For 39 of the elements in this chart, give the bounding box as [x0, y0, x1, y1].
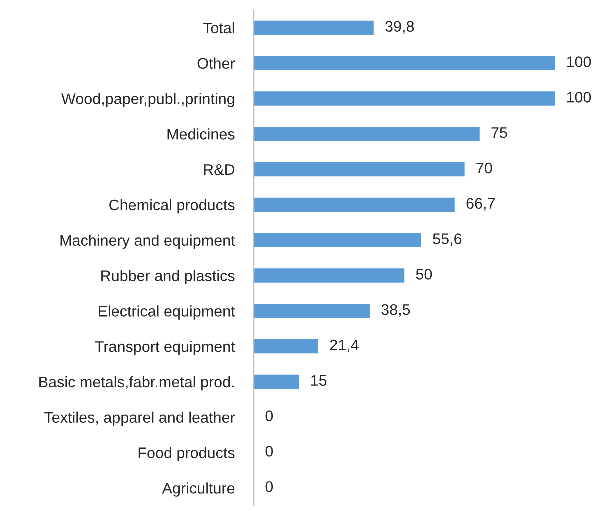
data-label: 0 [266, 481, 274, 492]
y-tick-label: Basic metals,fabr.metal prod. [40, 376, 234, 391]
y-tick-label: Medicines [168, 128, 235, 140]
y-tick-label: Agriculture [162, 482, 235, 497]
data-label: 21,4 [330, 340, 359, 352]
bar [254, 198, 455, 212]
data-label: 39,8 [386, 21, 414, 34]
data-label: 0 [266, 446, 274, 457]
y-tick-label: Chemical products [110, 199, 235, 214]
data-label: 75 [492, 128, 508, 138]
y-tick-label: Transport equipment [95, 341, 236, 356]
bar [254, 127, 480, 142]
data-label: 70 [476, 162, 492, 174]
bar [254, 162, 465, 177]
data-label: 38,5 [382, 304, 410, 318]
y-tick-label: Food products [138, 447, 235, 462]
data-label: 100 [567, 92, 592, 103]
data-label: 55,6 [433, 234, 462, 246]
y-tick-label: Wood,paper,publ.,printing [62, 93, 234, 108]
y-tick-label: Machinery and equipment [60, 234, 236, 250]
bar [254, 374, 300, 390]
data-label: 15 [312, 375, 327, 386]
data-label: 100 [567, 56, 592, 68]
y-tick-label: R&D [204, 164, 235, 176]
bar [254, 268, 405, 283]
y-tick-label: Total [203, 22, 234, 34]
bar [254, 233, 422, 248]
data-label: 50 [416, 269, 432, 280]
bar [254, 339, 318, 354]
data-label: 0 [266, 410, 274, 422]
bar [254, 92, 556, 106]
y-tick-label: Textiles, apparel and leather [44, 412, 236, 426]
bar [254, 20, 374, 36]
y-tick-label: Rubber and plastics [102, 270, 235, 284]
bar [254, 56, 556, 70]
bar [254, 304, 370, 318]
y-tick-label: Electrical equipment [99, 306, 236, 320]
y-tick-label: Other [198, 58, 236, 70]
data-label: 66,7 [466, 198, 495, 211]
